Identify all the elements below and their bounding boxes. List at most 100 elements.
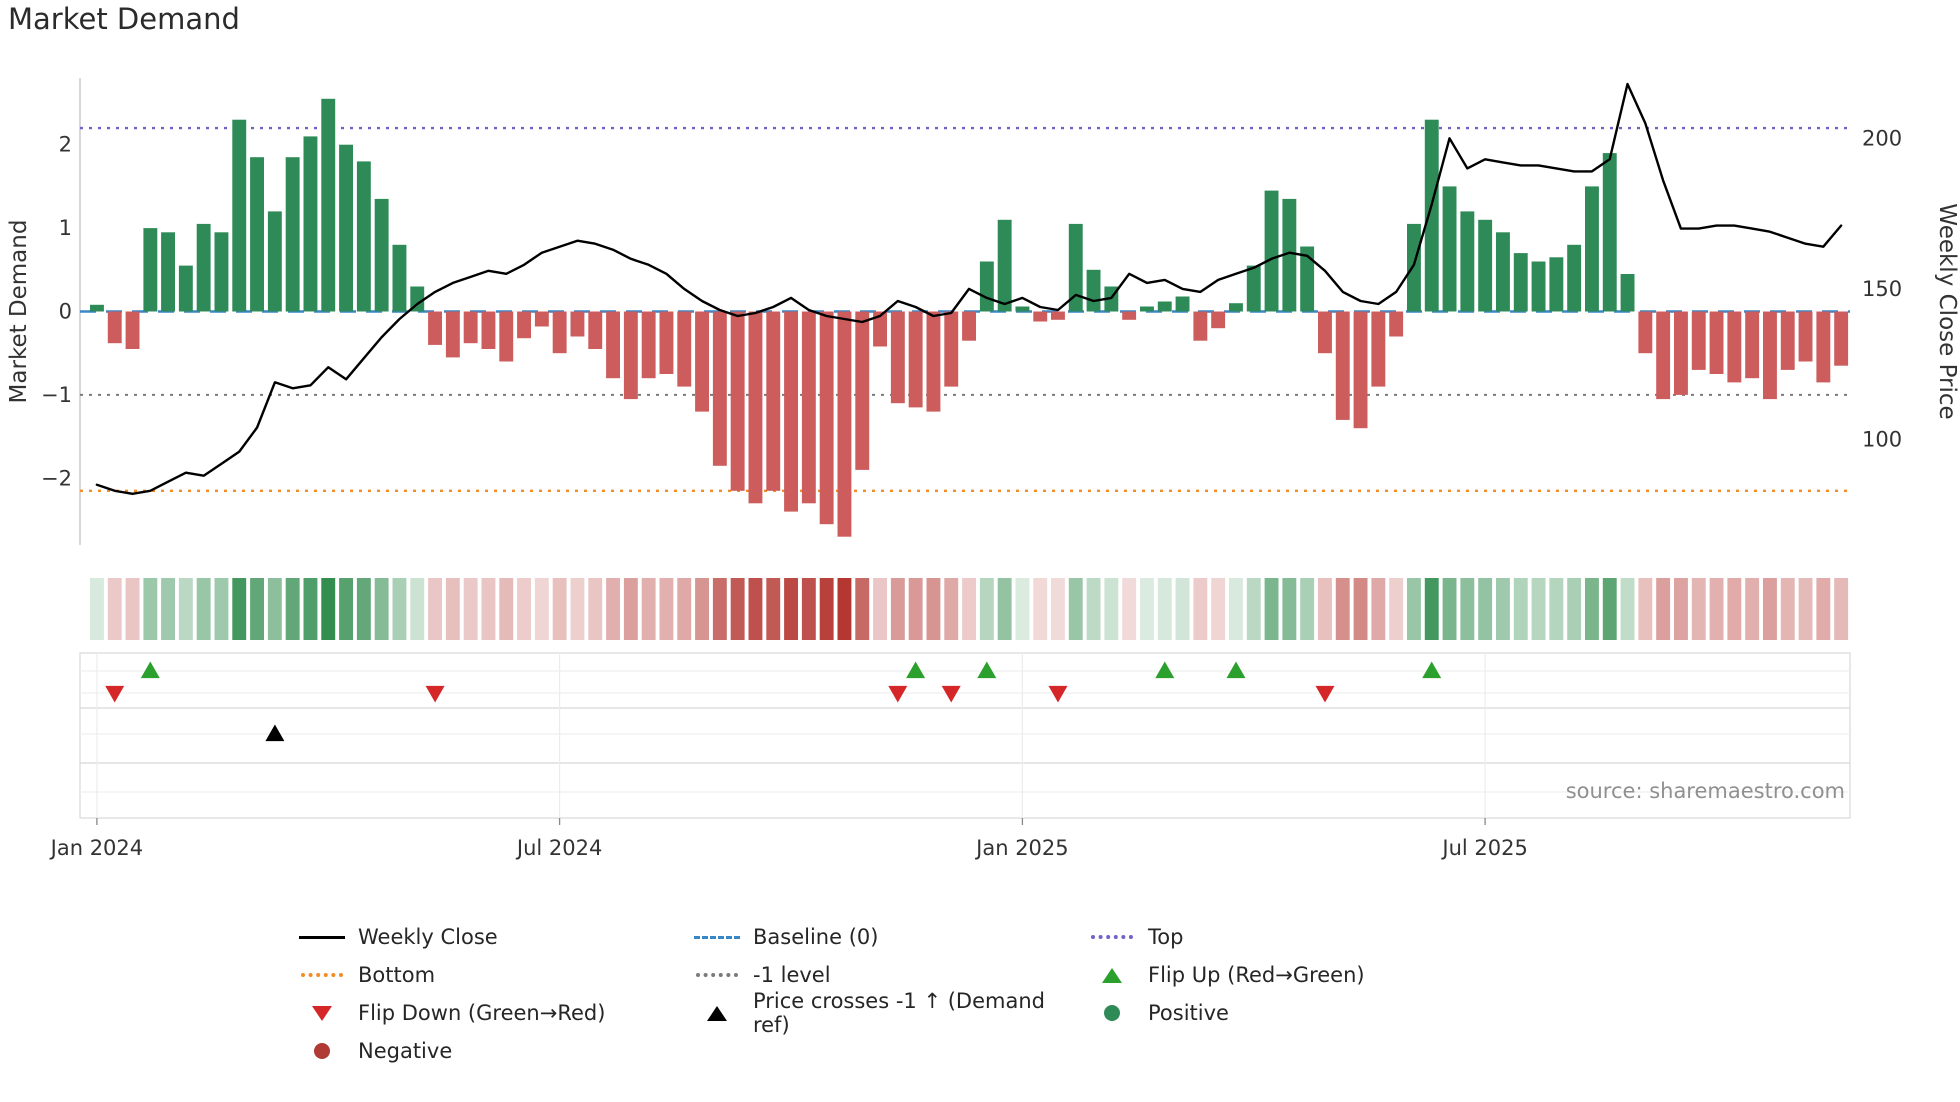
demand-bar <box>1122 311 1137 320</box>
heatmap-cell <box>1193 578 1208 640</box>
heatmap-cell <box>1335 578 1350 640</box>
demand-bar <box>1798 311 1813 362</box>
legend-item-top: Top <box>1088 918 1468 956</box>
flip-down-marker <box>425 685 445 703</box>
heatmap-cell <box>392 578 407 640</box>
demand-bar <box>303 136 318 312</box>
demand-bar <box>1157 301 1172 312</box>
demand-bar <box>855 311 870 470</box>
heatmap-cell <box>339 578 353 640</box>
heatmap-cell <box>1140 578 1154 640</box>
demand-bar <box>1407 223 1421 312</box>
price-cross-triangle-icon <box>706 1005 727 1021</box>
legend-item-negative: Negative <box>298 1032 693 1070</box>
flip-down-marker <box>888 685 908 703</box>
heatmap-cell <box>748 578 763 640</box>
heatmap-cell <box>1033 578 1048 640</box>
demand-bar <box>1763 311 1777 400</box>
demand-bar <box>1353 311 1368 429</box>
legend: Weekly Close Baseline (0) Top Bottom -1 … <box>298 918 1468 1070</box>
demand-bar <box>570 311 585 337</box>
heatmap-cell <box>1371 578 1386 640</box>
heatmap-cell <box>1727 578 1742 640</box>
heatmap-cell <box>890 578 905 640</box>
heatmap-cell <box>730 578 745 640</box>
demand-bar <box>1531 261 1546 312</box>
demand-bar <box>623 311 638 400</box>
demand-bar <box>552 311 567 354</box>
flip-up-marker <box>906 661 926 679</box>
heatmap-cell <box>1300 578 1315 640</box>
demand-bar <box>1745 311 1760 379</box>
demand-bar <box>1478 219 1493 312</box>
heatmap-cell <box>1780 578 1795 640</box>
negative-circle-icon <box>314 1043 330 1059</box>
demand-bar <box>463 311 478 344</box>
demand-bar <box>250 157 264 312</box>
heatmap-cell <box>1834 578 1849 640</box>
demand-bar <box>979 261 994 312</box>
heatmap-cell <box>1282 578 1297 640</box>
heatmap-cell <box>712 578 727 640</box>
demand-bar <box>125 311 140 349</box>
demand-bar <box>873 311 887 347</box>
top-dotted-line-icon <box>1091 935 1133 939</box>
heatmap-cell <box>196 578 211 640</box>
heatmap-cell <box>534 578 549 640</box>
heatmap-cell <box>374 578 389 640</box>
heatmap-cell <box>962 578 976 640</box>
legend-item-bottom: Bottom <box>298 956 693 994</box>
demand-bar <box>962 311 976 341</box>
heatmap-cell <box>606 578 620 640</box>
demand-bar <box>1442 186 1457 312</box>
heatmap-cell <box>801 578 816 640</box>
heatmap-cell <box>1816 578 1831 640</box>
heatmap-cell <box>428 578 442 640</box>
demand-bar <box>1780 311 1795 370</box>
heatmap-cell <box>1745 578 1760 640</box>
demand-bar <box>356 161 371 312</box>
heatmap-cell <box>1691 578 1706 640</box>
demand-bar <box>214 232 229 312</box>
heatmap-cell <box>588 578 603 640</box>
heatmap-cell <box>766 578 781 640</box>
demand-bar <box>730 311 745 491</box>
demand-bar <box>374 198 389 312</box>
heatmap-cell <box>356 578 371 640</box>
bottom-dotted-line-icon <box>301 973 343 977</box>
heatmap-cell <box>944 578 959 640</box>
demand-bar <box>1424 119 1439 312</box>
demand-bar <box>90 304 104 312</box>
y-tick-label-left: 1 <box>59 216 72 240</box>
legend-label-positive: Positive <box>1148 1001 1229 1025</box>
heatmap-cell <box>1157 578 1172 640</box>
heatmap-cell <box>1246 578 1261 640</box>
demand-bar <box>445 311 460 358</box>
heatmap-cell <box>1674 578 1688 640</box>
demand-bar <box>926 311 941 412</box>
baseline-dash-icon <box>694 935 740 939</box>
heatmap-cell <box>1407 578 1421 640</box>
demand-bar <box>659 311 674 374</box>
demand-bar <box>819 311 834 525</box>
heatmap-cell <box>125 578 140 640</box>
heatmap-cell <box>1585 578 1599 640</box>
heatmap-cell <box>552 578 567 640</box>
price-cross-marker <box>265 724 285 742</box>
heatmap-cell <box>1211 578 1226 640</box>
demand-bar <box>1140 306 1154 312</box>
heatmap-cell <box>1478 578 1493 640</box>
demand-bar <box>534 311 549 327</box>
demand-bar <box>695 311 709 412</box>
demand-bar <box>1567 244 1582 312</box>
heatmap-cell <box>321 578 336 640</box>
heatmap-cell <box>570 578 585 640</box>
demand-bar <box>1068 223 1083 312</box>
heatmap-cell <box>1104 578 1119 640</box>
legend-item-weekly-close: Weekly Close <box>298 918 693 956</box>
flip-up-marker <box>977 661 997 679</box>
legend-item-baseline: Baseline (0) <box>693 918 1088 956</box>
minus1-dotted-line-icon <box>696 973 738 977</box>
flip-up-triangle-icon <box>1102 967 1122 983</box>
demand-bar <box>321 98 336 312</box>
